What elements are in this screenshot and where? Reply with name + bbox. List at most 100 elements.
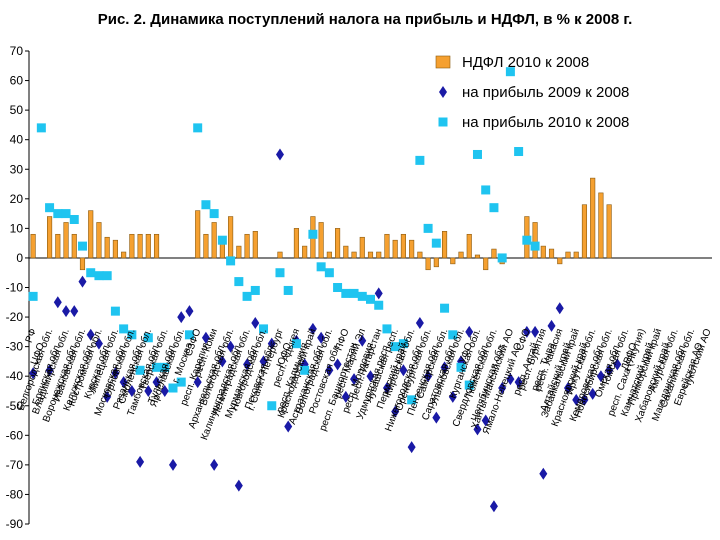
ndfl-bar: [409, 239, 415, 259]
profit-2010-marker: [61, 209, 71, 219]
profit-2009-marker: [399, 364, 408, 377]
profit-2010-marker: [127, 330, 137, 340]
profit-2009-marker: [29, 367, 38, 380]
y-tick-label: -50: [6, 399, 24, 413]
profit-2010-marker: [505, 67, 515, 77]
profit-2010-marker: [69, 215, 79, 225]
ndfl-bar: [55, 233, 61, 259]
profit-2010-marker: [283, 285, 293, 295]
profit-2009-marker: [267, 337, 276, 350]
ndfl-bar: [441, 231, 448, 259]
ndfl-bar: [367, 251, 374, 259]
profit-2009-marker: [341, 390, 350, 403]
profit-2010-marker: [275, 268, 285, 278]
profit-2010-marker: [250, 285, 260, 295]
ndfl-bar: [450, 257, 456, 265]
profit-2009-marker: [259, 355, 268, 368]
profit-2009-marker: [440, 361, 449, 374]
profit-2009-marker: [62, 305, 71, 318]
profit-2009-marker: [94, 337, 103, 350]
profit-2010-marker: [308, 229, 318, 239]
profit-2009-marker: [169, 458, 178, 471]
profit-2009-marker: [127, 384, 136, 397]
profit-2009-marker: [144, 384, 153, 397]
profit-2010-marker: [407, 395, 417, 405]
legend-label: НДФЛ 2010 к 2008: [462, 54, 589, 71]
ndfl-bar: [417, 251, 423, 259]
profit-2009-marker: [572, 393, 581, 406]
ndfl-bar: [137, 233, 143, 259]
profit-2009-marker: [580, 393, 589, 406]
ndfl-bar: [400, 233, 406, 259]
profit-2009-marker: [531, 325, 540, 338]
profit-2009-marker: [366, 370, 375, 383]
ndfl-bar: [598, 192, 604, 259]
y-tick-label: -60: [6, 428, 24, 442]
profit-2009-marker: [218, 355, 227, 368]
profit-2010-marker: [168, 383, 178, 393]
profit-2010-marker: [497, 253, 507, 263]
ndfl-bar: [376, 251, 382, 259]
y-tick-label: 60: [10, 74, 24, 88]
ndfl-bar: [252, 231, 258, 259]
profit-2009-marker: [86, 328, 95, 341]
profit-2009-marker: [317, 331, 326, 344]
ndfl-bar: [88, 210, 94, 259]
profit-2009-marker: [177, 311, 186, 324]
ndfl-bar: [557, 257, 563, 265]
profit-2009-marker: [489, 500, 498, 513]
profit-2010-marker: [349, 288, 359, 298]
profit-2009-marker: [506, 373, 515, 386]
profit-2010-marker: [135, 365, 145, 375]
ndfl-bar: [195, 210, 201, 259]
ndfl-bar: [540, 245, 546, 259]
y-axis: 70 60 50 40 30 20 10 0 -10 -20 -30 -40 -50 -60 -70 -80 -…: [6, 44, 712, 531]
profit-2009-marker: [185, 305, 194, 318]
ndfl-bar: [326, 251, 332, 259]
profit-2009-marker: [350, 373, 359, 386]
profit-2010-marker: [489, 203, 499, 213]
category-label: РФ: [24, 327, 39, 344]
profit-2009-marker: [45, 364, 54, 377]
profit-2009-marker: [407, 441, 416, 454]
chart-title: Рис. 2. Динамика поступлений налога на п…: [98, 11, 633, 28]
profit-2010-marker: [77, 241, 87, 251]
profit-2010-marker: [423, 223, 433, 233]
profit-2009-marker: [448, 390, 457, 403]
ndfl-bar: [302, 245, 308, 259]
profit-2010-marker: [316, 262, 326, 272]
ndfl-bar: [532, 222, 538, 259]
profit-2010-marker: [242, 291, 252, 301]
profit-2010-marker: [184, 330, 194, 340]
ndfl-bar: [145, 233, 151, 259]
profit-2010-marker: [102, 271, 112, 281]
legend-label: на прибыль 2009 к 2008: [462, 84, 629, 101]
y-tick-label: 10: [10, 221, 24, 235]
profit-2010-marker: [267, 401, 277, 411]
profit-2010-marker: [45, 203, 55, 213]
profit-2010-marker: [448, 330, 458, 340]
profit-2009-marker: [563, 382, 572, 395]
profit-2009-marker: [391, 405, 400, 418]
y-tick-label: -70: [6, 458, 24, 472]
profit-2009-marker: [103, 390, 112, 403]
profit-2009-marker: [588, 387, 597, 400]
ndfl-bar: [129, 233, 135, 259]
profit-2010-marker: [234, 277, 244, 287]
profit-2009-marker: [284, 420, 293, 433]
ndfl-bar: [63, 222, 69, 259]
ndfl-bar: [590, 177, 596, 259]
ndfl-bar: [483, 257, 489, 271]
profit-2009-marker: [275, 148, 284, 161]
ndfl-bars: [30, 177, 612, 271]
y-tick-label: -40: [6, 369, 24, 383]
profit-2009-marker: [251, 316, 260, 329]
profit-2010-marker: [415, 155, 425, 165]
profit-2010-marker: [259, 324, 269, 334]
profit-2010-marker: [291, 339, 301, 349]
profit-2009-marker: [333, 358, 342, 371]
ndfl-bar: [293, 228, 300, 259]
ndfl-bar: [112, 239, 118, 259]
ndfl-bar: [153, 233, 160, 259]
